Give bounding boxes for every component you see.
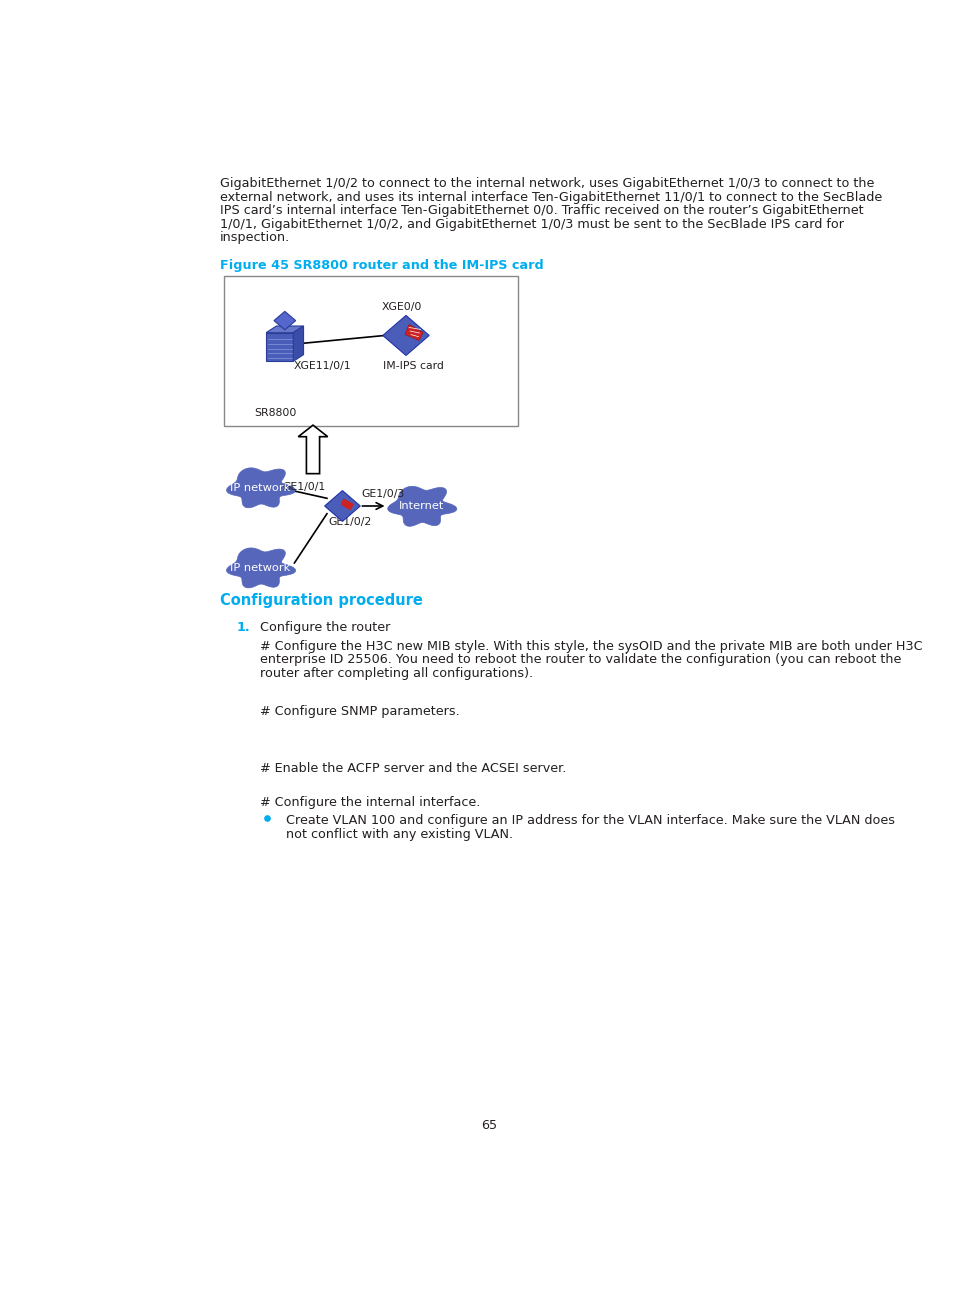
Polygon shape bbox=[405, 324, 423, 341]
Text: router after completing all configurations).: router after completing all configuratio… bbox=[260, 667, 533, 680]
Text: Configuration procedure: Configuration procedure bbox=[220, 594, 422, 608]
Text: # Configure SNMP parameters.: # Configure SNMP parameters. bbox=[260, 705, 459, 718]
Polygon shape bbox=[226, 548, 295, 588]
Text: IP network: IP network bbox=[230, 482, 290, 492]
Text: # Enable the ACFP server and the ACSEI server.: # Enable the ACFP server and the ACSEI s… bbox=[260, 762, 566, 775]
Text: Figure 45 SR8800 router and the IM-IPS card: Figure 45 SR8800 router and the IM-IPS c… bbox=[220, 259, 543, 272]
Text: Internet: Internet bbox=[398, 502, 444, 511]
Text: IM-IPS card: IM-IPS card bbox=[383, 360, 444, 371]
Polygon shape bbox=[274, 311, 295, 330]
Text: # Configure the internal interface.: # Configure the internal interface. bbox=[260, 796, 480, 809]
Text: 1/0/1, GigabitEthernet 1/0/2, and GigabitEthernet 1/0/3 must be sent to the SecB: 1/0/1, GigabitEthernet 1/0/2, and Gigabi… bbox=[220, 218, 843, 231]
Text: Configure the router: Configure the router bbox=[260, 621, 391, 634]
Text: IP network: IP network bbox=[230, 562, 290, 573]
Text: GE1/0/2: GE1/0/2 bbox=[328, 517, 372, 526]
Text: GigabitEthernet 1/0/2 to connect to the internal network, uses GigabitEthernet 1: GigabitEthernet 1/0/2 to connect to the … bbox=[220, 178, 874, 191]
Polygon shape bbox=[387, 486, 456, 526]
Text: XGE11/0/1: XGE11/0/1 bbox=[294, 360, 351, 371]
Text: not conflict with any existing VLAN.: not conflict with any existing VLAN. bbox=[286, 828, 513, 841]
Polygon shape bbox=[266, 333, 293, 362]
Text: XGE0/0: XGE0/0 bbox=[381, 302, 422, 312]
Text: GE1/0/1: GE1/0/1 bbox=[282, 482, 325, 492]
Polygon shape bbox=[340, 498, 354, 511]
Polygon shape bbox=[226, 468, 295, 508]
Text: Create VLAN 100 and configure an IP address for the VLAN interface. Make sure th: Create VLAN 100 and configure an IP addr… bbox=[286, 814, 894, 827]
Polygon shape bbox=[266, 327, 303, 333]
Polygon shape bbox=[298, 425, 328, 473]
Text: 1.: 1. bbox=[236, 621, 251, 634]
Polygon shape bbox=[293, 327, 303, 362]
Text: SR8800: SR8800 bbox=[254, 408, 296, 419]
Text: # Configure the H3C new MIB style. With this style, the sysOID and the private M: # Configure the H3C new MIB style. With … bbox=[260, 640, 922, 653]
Text: IPS card’s internal interface Ten-GigabitEthernet 0/0. Traffic received on the r: IPS card’s internal interface Ten-Gigabi… bbox=[220, 205, 862, 218]
Text: GE1/0/3: GE1/0/3 bbox=[360, 489, 404, 499]
FancyBboxPatch shape bbox=[224, 276, 517, 426]
Text: external network, and uses its internal interface Ten-GigabitEthernet 11/0/1 to : external network, and uses its internal … bbox=[220, 191, 882, 203]
Text: inspection.: inspection. bbox=[220, 232, 290, 245]
Polygon shape bbox=[324, 491, 360, 521]
Polygon shape bbox=[382, 315, 429, 355]
Text: enterprise ID 25506. You need to reboot the router to validate the configuration: enterprise ID 25506. You need to reboot … bbox=[260, 653, 901, 666]
Text: 65: 65 bbox=[480, 1118, 497, 1131]
